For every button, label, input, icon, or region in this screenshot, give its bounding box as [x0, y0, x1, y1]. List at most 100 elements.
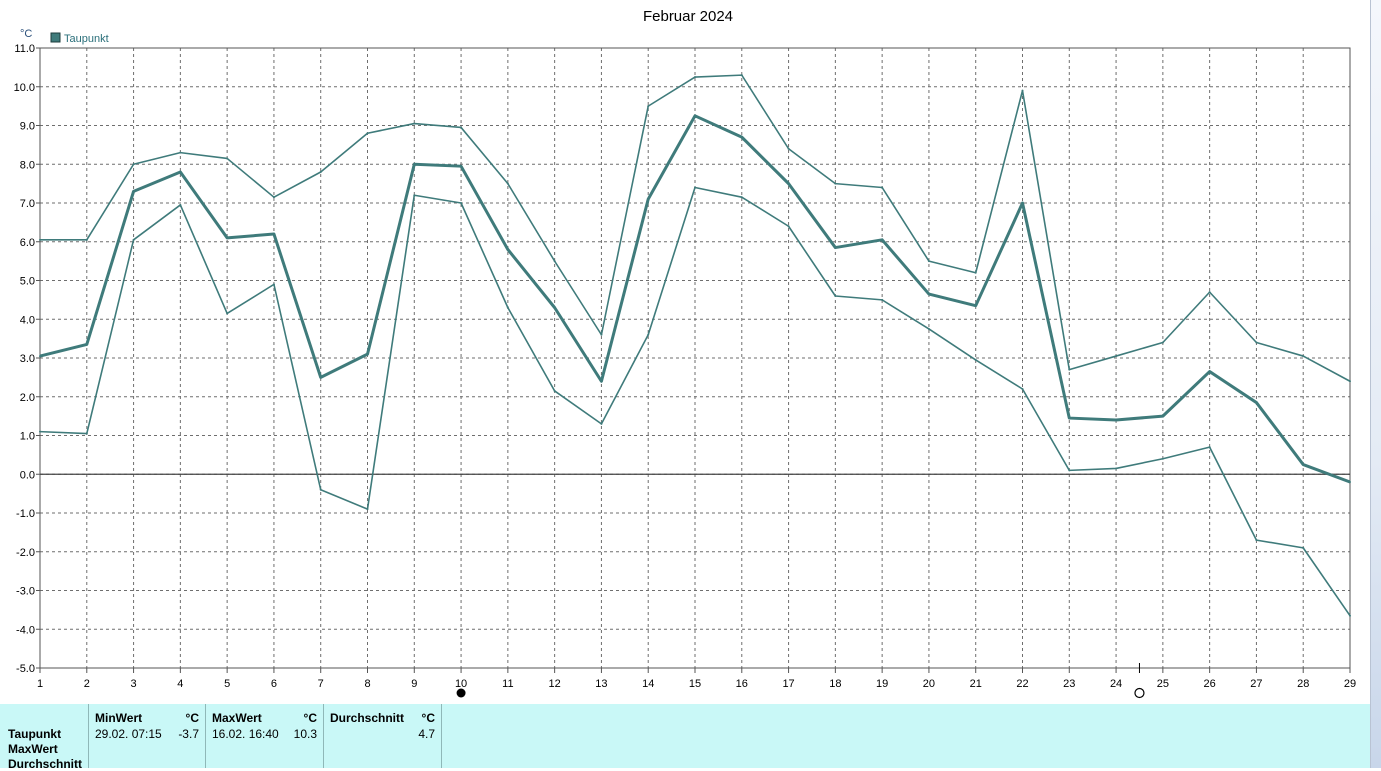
- y-tick-label: 9.0: [20, 121, 35, 133]
- data-point: [1255, 401, 1258, 404]
- data-point: [1161, 457, 1164, 460]
- data-point: [740, 196, 743, 199]
- data-point: [881, 186, 884, 189]
- data-point: [1302, 546, 1305, 549]
- stats-divider: [88, 704, 89, 768]
- stats-time: 16.02. 16:40: [212, 727, 279, 741]
- data-point: [740, 74, 743, 77]
- data-point: [506, 306, 509, 309]
- new-moon-icon: [1134, 687, 1145, 699]
- data-point: [460, 126, 463, 129]
- x-tick-label: 8: [364, 678, 370, 690]
- stats-col-header: Durchschnitt: [330, 711, 405, 725]
- data-point: [1208, 446, 1211, 449]
- plot-frame: [39, 47, 1351, 669]
- x-tick-label: 1: [37, 678, 43, 690]
- stats-value: 10.3: [293, 727, 317, 741]
- x-tick-label: 9: [411, 678, 417, 690]
- y-tick-label: 3.0: [20, 353, 35, 365]
- stats-time: 29.02. 07:15: [95, 727, 162, 741]
- x-tick-label: 11: [502, 678, 513, 690]
- x-tick-label: 18: [829, 678, 841, 690]
- data-point: [506, 182, 509, 185]
- x-tick-label: 26: [1204, 678, 1216, 690]
- data-point: [226, 157, 229, 160]
- data-point: [787, 225, 790, 228]
- stats-row-label-taupunkt: Taupunkt: [8, 727, 62, 741]
- data-point: [787, 182, 790, 185]
- window-edge-scrollbar: [1370, 0, 1381, 768]
- full-moon-icon: [456, 688, 466, 698]
- legend-swatch: [50, 32, 61, 43]
- x-tick-label: 19: [876, 678, 888, 690]
- stats-col-maxwert: MaxWert °C 16.02. 16:40 10.3: [206, 704, 324, 768]
- data-point: [927, 293, 930, 296]
- data-point: [272, 233, 275, 235]
- data-point: [1349, 380, 1351, 383]
- data-point: [460, 202, 463, 204]
- data-point: [413, 194, 416, 197]
- stats-col-minwert: MinWert °C 29.02. 07:15 -3.7: [89, 704, 206, 768]
- data-point: [319, 171, 322, 173]
- data-point: [694, 114, 696, 117]
- data-point: [600, 380, 603, 383]
- data-point: [1349, 481, 1351, 483]
- dewpoint-chart: Februar 2024 °C Taupunkt 11.010.09.08.07…: [14, 8, 1356, 699]
- data-point: [132, 238, 135, 241]
- data-point: [85, 343, 88, 346]
- y-tick-label: 1.0: [20, 431, 35, 443]
- y-tick-label: 4.0: [20, 314, 35, 326]
- x-tick-label: 17: [782, 678, 794, 690]
- data-point: [927, 260, 930, 263]
- data-point: [881, 298, 884, 301]
- data-point: [927, 327, 930, 330]
- data-point: [1255, 539, 1258, 542]
- chart-title: Februar 2024: [643, 8, 733, 25]
- y-tick-label: -4.0: [16, 624, 35, 636]
- data-point: [1349, 614, 1351, 617]
- data-point: [974, 271, 977, 274]
- stats-col-unit: °C: [303, 711, 317, 725]
- y-tick-label: 7.0: [20, 198, 35, 210]
- data-point: [1302, 355, 1305, 358]
- data-point: [39, 430, 41, 433]
- stats-value: 4.7: [418, 727, 435, 741]
- y-tick-label: 6.0: [20, 237, 35, 249]
- data-point: [272, 196, 275, 199]
- x-tick-label: 16: [736, 678, 748, 690]
- data-point: [740, 136, 743, 139]
- x-tick-label: 28: [1297, 678, 1309, 690]
- data-point: [787, 147, 790, 150]
- data-point: [413, 163, 416, 166]
- data-point: [366, 353, 369, 356]
- stats-panel: Taupunkt MaxWert Durchschnitt MinWert °C…: [0, 704, 1370, 771]
- data-point: [1021, 202, 1024, 204]
- y-tick-label: 5.0: [20, 276, 35, 288]
- data-point: [974, 304, 977, 307]
- data-point: [1068, 417, 1071, 420]
- x-tick-label: 13: [595, 678, 607, 690]
- x-tick-label: 24: [1110, 678, 1122, 690]
- data-point: [1021, 388, 1024, 390]
- x-tick-label: 27: [1250, 678, 1262, 690]
- data-point: [1068, 368, 1071, 371]
- data-point: [506, 248, 509, 251]
- x-tick-label: 23: [1063, 678, 1075, 690]
- x-tick-label: 12: [549, 678, 561, 690]
- stats-col-unit: °C: [421, 711, 435, 725]
- stats-col-header: MaxWert: [212, 711, 262, 725]
- y-tick-label: 8.0: [20, 159, 35, 171]
- data-point: [1115, 467, 1118, 470]
- data-point: [647, 198, 650, 201]
- data-point: [85, 432, 88, 435]
- data-point: [39, 355, 41, 358]
- data-point: [319, 488, 322, 491]
- data-point: [834, 246, 837, 249]
- x-tick-label: 4: [177, 678, 183, 690]
- x-tick-label: 7: [318, 678, 324, 690]
- data-point: [179, 151, 182, 154]
- stats-col-unit: °C: [185, 711, 199, 725]
- y-tick-label: 10.0: [14, 82, 35, 94]
- data-point: [1161, 415, 1164, 418]
- data-point: [132, 163, 135, 166]
